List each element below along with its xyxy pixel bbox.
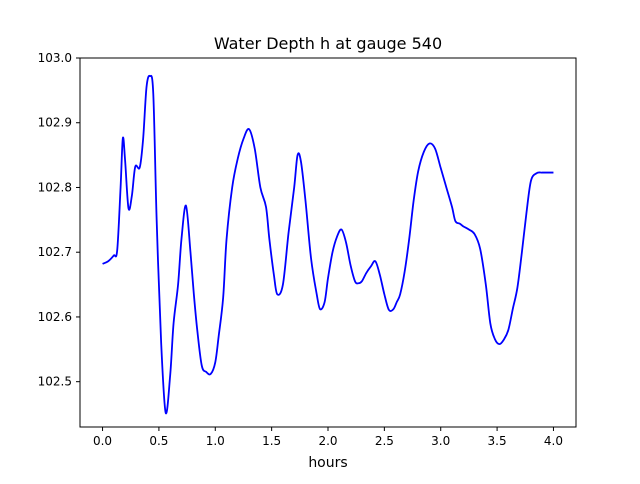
x-tick-label: 4.0 [544,434,563,448]
x-tick-label: 0.0 [93,434,112,448]
y-tick-label: 102.6 [38,310,72,324]
x-tick-label: 3.5 [488,434,507,448]
x-tick-label: 0.5 [149,434,168,448]
x-tick-label: 1.5 [262,434,281,448]
y-tick-label: 102.9 [38,116,72,130]
series-line [102,74,554,415]
x-tick-label: 2.5 [375,434,394,448]
axis-ticks: 0.0 0.5 1.0 1.5 2.0 2.5 3.0 3.5 4.0 102.5 102.6 102… [38,51,563,448]
chart-title: Water Depth h at gauge 540 [214,34,442,53]
y-tick-label: 103.0 [38,51,72,65]
x-tick-label: 1.0 [206,434,225,448]
y-tick-label: 102.7 [38,245,72,259]
y-tick-label: 102.5 [38,375,72,389]
x-tick-label: 3.0 [431,434,450,448]
plot-area [102,74,554,415]
x-tick-label: 2.0 [318,434,337,448]
y-tick-label: 102.8 [38,180,72,194]
axes-frame [79,57,577,428]
x-axis-label: hours [308,455,347,471]
